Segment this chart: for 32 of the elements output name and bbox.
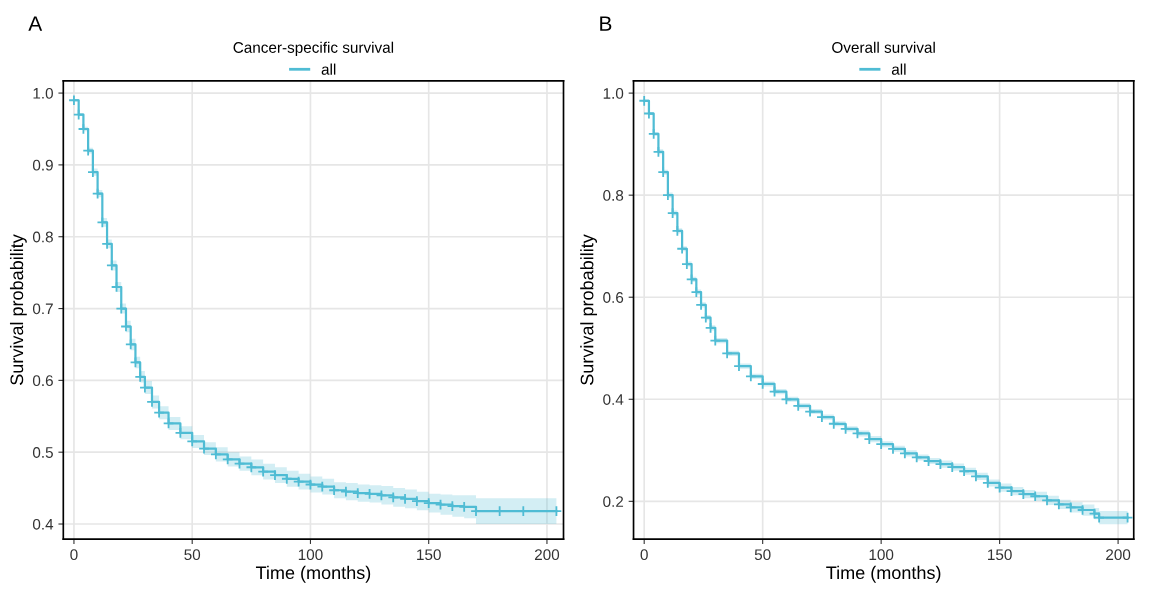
x-axis-title: Time (months) bbox=[826, 565, 941, 583]
y-tick-label: 0.4 bbox=[32, 518, 54, 530]
y-tick-label: 0.2 bbox=[603, 496, 624, 508]
x-axis-title: Time (months) bbox=[255, 565, 371, 583]
x-tick-label: 150 bbox=[988, 549, 1012, 561]
x-tick-label: 0 bbox=[70, 549, 78, 561]
y-tick-label: 0.5 bbox=[32, 447, 53, 458]
legend-title: Overall survival bbox=[832, 41, 935, 53]
y-tick-label: 0.6 bbox=[32, 375, 53, 387]
text: B bbox=[600, 16, 612, 31]
x-tick-label: 50 bbox=[754, 549, 771, 561]
legend-title: Cancer-specific survival bbox=[233, 41, 394, 56]
y-tick-label: 0.8 bbox=[32, 231, 53, 243]
x-tick-label: 0 bbox=[640, 549, 648, 561]
text: A bbox=[28, 16, 43, 31]
y-tick-label: 0.9 bbox=[32, 159, 53, 171]
y-tick-label: 0.8 bbox=[603, 190, 624, 201]
y-tick-label: 1.0 bbox=[33, 87, 53, 99]
x-tick-label: 100 bbox=[869, 549, 894, 561]
y-axis-title: Survival probability bbox=[9, 234, 27, 385]
x-tick-label: 200 bbox=[534, 549, 560, 561]
y-tick-label: 0.6 bbox=[603, 292, 624, 303]
legend-label: all bbox=[321, 63, 336, 75]
legend-label: all bbox=[891, 63, 906, 75]
x-tick-label: 100 bbox=[298, 549, 323, 561]
y-axis-title: Survival probability bbox=[580, 234, 598, 385]
x-tick-label: 50 bbox=[184, 549, 201, 561]
y-tick-label: 0.7 bbox=[32, 303, 53, 315]
y-tick-label: 1.0 bbox=[603, 87, 624, 99]
y-tick-label: 0.4 bbox=[603, 394, 624, 405]
x-tick-label: 150 bbox=[417, 549, 441, 561]
x-tick-label: 200 bbox=[1106, 549, 1131, 561]
